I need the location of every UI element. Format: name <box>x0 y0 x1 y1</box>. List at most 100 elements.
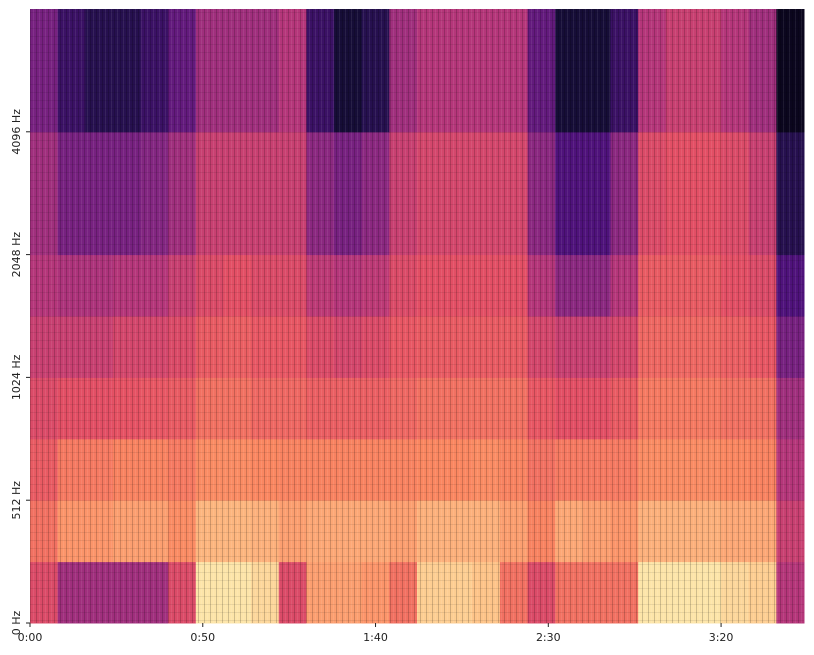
cell <box>748 316 777 378</box>
cell <box>776 316 805 378</box>
cell <box>610 9 639 133</box>
cell <box>610 438 639 501</box>
cell <box>85 500 114 563</box>
cell <box>30 438 59 501</box>
cell <box>610 131 639 256</box>
cell <box>693 131 722 256</box>
cell <box>140 131 169 256</box>
cell <box>776 500 805 563</box>
cell <box>168 254 197 317</box>
y-tick-label: 2048 Hz <box>10 232 23 278</box>
cell <box>251 500 280 563</box>
cell <box>555 9 584 133</box>
cell <box>638 561 667 624</box>
cell <box>527 9 556 133</box>
cell <box>638 377 667 440</box>
cell <box>251 561 280 624</box>
cell <box>223 316 252 378</box>
cell <box>85 438 114 501</box>
cell <box>251 377 280 440</box>
cell <box>278 131 307 256</box>
cell <box>112 254 142 317</box>
cell <box>638 438 667 501</box>
cell <box>195 438 224 501</box>
cell <box>417 438 446 501</box>
cell <box>195 377 224 440</box>
cell <box>472 254 501 317</box>
cell <box>555 131 584 256</box>
cell <box>112 131 142 256</box>
cell <box>444 9 473 133</box>
cell <box>140 9 169 133</box>
cell <box>417 561 446 624</box>
cell <box>693 438 722 501</box>
cell <box>306 500 335 563</box>
y-tick-label: 1024 Hz <box>10 354 23 400</box>
cell <box>721 131 750 256</box>
cell <box>638 131 667 256</box>
cell <box>85 131 114 256</box>
cell <box>361 377 390 440</box>
cell <box>389 377 418 440</box>
cell <box>499 377 529 440</box>
cell <box>57 316 86 378</box>
cell <box>665 500 694 563</box>
cell <box>555 561 584 624</box>
cell <box>389 438 418 501</box>
cell <box>306 9 335 133</box>
cell <box>527 561 556 624</box>
cell <box>30 316 59 378</box>
cell <box>251 254 280 317</box>
cell <box>693 500 722 563</box>
cell <box>776 438 805 501</box>
cell <box>472 316 501 378</box>
cell <box>527 438 556 501</box>
cell <box>85 9 114 133</box>
cell <box>57 561 86 624</box>
cell <box>251 9 280 133</box>
cell <box>389 500 418 563</box>
cell <box>278 377 307 440</box>
cell <box>610 316 639 378</box>
cell <box>693 377 722 440</box>
cell <box>610 500 639 563</box>
cell <box>776 377 805 440</box>
cell <box>168 500 197 563</box>
cell <box>85 254 114 317</box>
x-tick-label: 0:50 <box>190 631 215 644</box>
cell <box>306 438 335 501</box>
cell <box>582 254 611 317</box>
cell <box>112 561 142 624</box>
cell <box>140 561 169 624</box>
cell <box>112 438 142 501</box>
cell <box>582 316 611 378</box>
cell <box>417 316 446 378</box>
cell <box>472 500 501 563</box>
cell <box>582 561 611 624</box>
cell <box>721 254 750 317</box>
x-tick-label: 1:40 <box>363 631 388 644</box>
cell <box>389 316 418 378</box>
cell <box>665 9 694 133</box>
cell <box>665 254 694 317</box>
cell <box>85 316 114 378</box>
cell <box>306 561 335 624</box>
cell <box>389 254 418 317</box>
cell <box>721 561 750 624</box>
cell <box>555 500 584 563</box>
cell <box>638 316 667 378</box>
y-tick-label: 512 Hz <box>10 481 23 520</box>
cell <box>140 500 169 563</box>
cell <box>527 377 556 440</box>
cell <box>85 377 114 440</box>
cell <box>57 438 86 501</box>
cell <box>251 131 280 256</box>
cell <box>112 316 142 378</box>
cell <box>582 377 611 440</box>
y-tick-label: 4096 Hz <box>10 109 23 155</box>
cell <box>665 377 694 440</box>
cell <box>334 316 363 378</box>
cell <box>582 131 611 256</box>
cell <box>472 377 501 440</box>
